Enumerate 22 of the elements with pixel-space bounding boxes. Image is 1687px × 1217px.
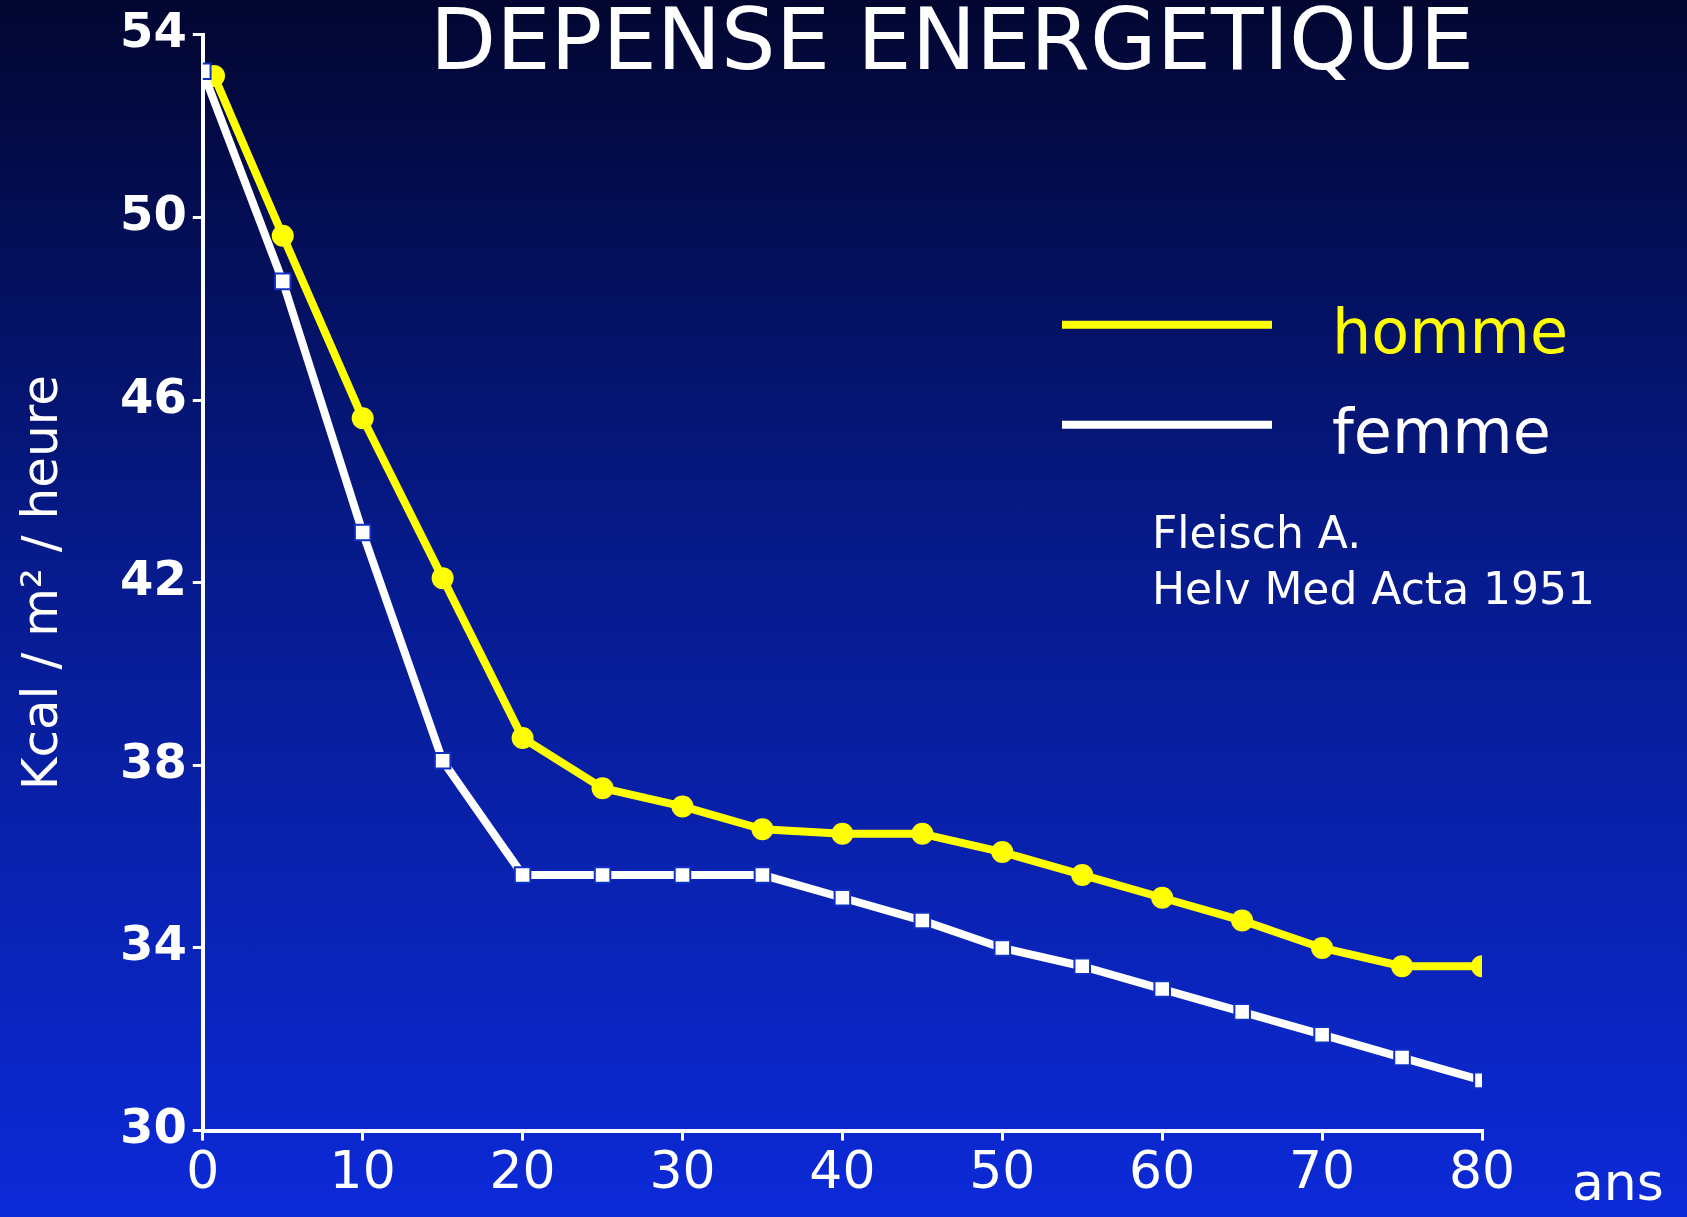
- chart-title: DEPENSE ENERGETIQUE: [430, 0, 1474, 90]
- y-tick-label: 42: [120, 550, 187, 607]
- y-tick-label: 34: [120, 915, 187, 972]
- y-tick-label: 30: [120, 1098, 187, 1155]
- x-tick-label: 60: [1129, 1140, 1196, 1201]
- x-tick-label: 70: [1289, 1140, 1356, 1201]
- legend-label: femme: [1332, 394, 1551, 468]
- y-tick-label: 54: [120, 2, 187, 59]
- x-tick-label: 0: [186, 1140, 220, 1201]
- x-tick-label: 40: [809, 1140, 876, 1201]
- x-tick-label: 10: [329, 1140, 396, 1201]
- x-axis-title: ans: [1572, 1152, 1664, 1213]
- y-tick-label: 46: [120, 367, 187, 424]
- y-tick-label: 38: [120, 732, 187, 789]
- y-tick-label: 50: [120, 184, 187, 241]
- x-tick-label: 30: [649, 1140, 716, 1201]
- x-tick-label: 80: [1448, 1140, 1516, 1201]
- y-axis-title: Kcal / m² / heure: [10, 375, 69, 791]
- annotation: Fleisch A. Helv Med Acta 1951: [1152, 507, 1596, 615]
- x-tick-label: 20: [489, 1140, 556, 1201]
- x-tick-label: 50: [969, 1140, 1036, 1201]
- legend-label: homme: [1332, 294, 1569, 368]
